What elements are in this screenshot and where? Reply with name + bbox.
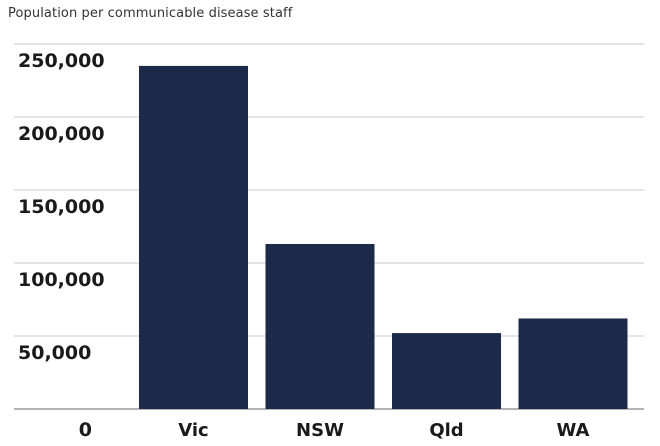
y-tick-label: 0 xyxy=(79,419,92,441)
x-category-labels: Vic NSW Qld WA xyxy=(178,420,589,441)
bar-nsw xyxy=(265,244,375,409)
chart-title: Population per communicable disease staf… xyxy=(8,6,293,21)
y-tick-label: 100,000 xyxy=(18,269,105,291)
y-tick-labels: 0 50,000 100,000 150,000 200,000 250,000 xyxy=(18,50,105,441)
y-tick-label: 200,000 xyxy=(18,123,105,145)
x-category-label: NSW xyxy=(296,420,344,441)
x-category-label: Vic xyxy=(178,420,208,441)
bar-wa xyxy=(518,318,628,409)
x-category-label: WA xyxy=(557,420,590,441)
x-category-label: Qld xyxy=(429,420,463,441)
y-tick-label: 50,000 xyxy=(18,342,91,364)
bars-layer xyxy=(139,65,628,410)
bar-vic xyxy=(139,65,248,410)
bar-qld xyxy=(392,333,501,409)
y-tick-label: 250,000 xyxy=(18,50,105,72)
y-tick-label: 150,000 xyxy=(18,196,105,218)
